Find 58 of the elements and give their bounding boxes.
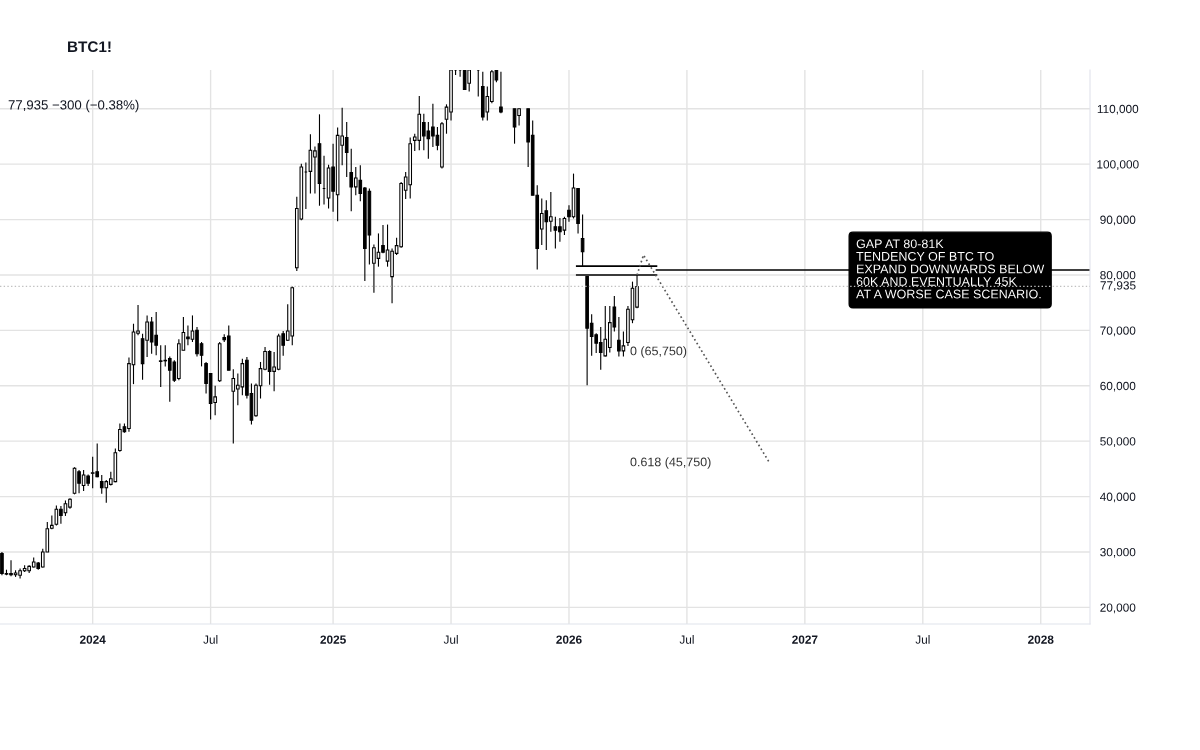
x-tick-label: Jul [443, 635, 458, 644]
candlestick [467, 70, 471, 93]
candlestick [240, 358, 245, 396]
chart-title: BTC1! [68, 41, 111, 53]
candlestick [195, 326, 199, 357]
candlestick [544, 199, 549, 251]
x-tick-label: 2028 [1028, 635, 1054, 644]
y-tick-label: 40,000 [1100, 492, 1136, 503]
candlestick [99, 474, 104, 495]
x-tick-label: 2025 [320, 635, 346, 644]
x-tick-label: Jul [679, 635, 694, 644]
y-tick-label: 80,000 [1100, 271, 1136, 281]
candlestick [349, 148, 354, 212]
candlestick [517, 108, 521, 126]
y-tick-label: 60,000 [1100, 381, 1136, 392]
candlestick [81, 469, 86, 492]
candlestick [353, 166, 358, 196]
y-tick-label: 20,000 [1100, 603, 1136, 614]
candlestick [231, 368, 236, 444]
candlestick [476, 70, 481, 98]
x-tick-label: Jul [203, 635, 218, 644]
annotation: 0.618 (45,750) [630, 457, 711, 469]
candlestick [553, 216, 558, 249]
candlestick [617, 316, 621, 357]
y-tick-label: 50,000 [1100, 437, 1136, 447]
candlestick [499, 71, 503, 114]
y-tick-label: 70,000 [1100, 326, 1136, 337]
annotation: 0 (65,750) [630, 346, 687, 358]
candlestick [372, 243, 376, 294]
candlestick [0, 551, 4, 576]
candlestick [104, 479, 109, 504]
candlestick [462, 70, 467, 90]
candlestick [426, 121, 431, 160]
candlestick [163, 344, 168, 367]
candlestick [118, 422, 122, 453]
candlestick [154, 311, 158, 356]
annotation: GAP AT 80-81K TENDENCY OF BTC TO EXPAND DOWNWARDS BELOW 60K AND EVENTUALLY 45K AT A WORSE CASE SCENARIO. [856, 239, 1045, 299]
candlestick [158, 344, 163, 388]
candlestick [598, 326, 603, 371]
candlestick [344, 121, 349, 178]
x-tick-label: 2024 [79, 635, 106, 644]
candlestick [149, 316, 154, 355]
candlestick [90, 456, 95, 489]
ref-line-label: 77,935 [1100, 281, 1136, 291]
candlestick [95, 442, 100, 478]
y-tick-label: 30,000 [1100, 548, 1136, 558]
y-tick-label: 100,000 [1097, 160, 1139, 170]
candlestick [167, 355, 172, 403]
candlestick [9, 559, 13, 577]
x-tick-label: Jul [915, 635, 930, 644]
y-tick-label: 110,000 [1097, 104, 1139, 115]
candlestick [621, 330, 626, 357]
text: 77,935 −300 (−0.38%) [8, 99, 139, 113]
x-tick-label: 2027 [792, 635, 818, 644]
candlestick [603, 305, 608, 357]
y-tick-label: 90,000 [1100, 215, 1136, 226]
x-tick-label: 2026 [556, 635, 582, 644]
candlestick [539, 197, 544, 246]
